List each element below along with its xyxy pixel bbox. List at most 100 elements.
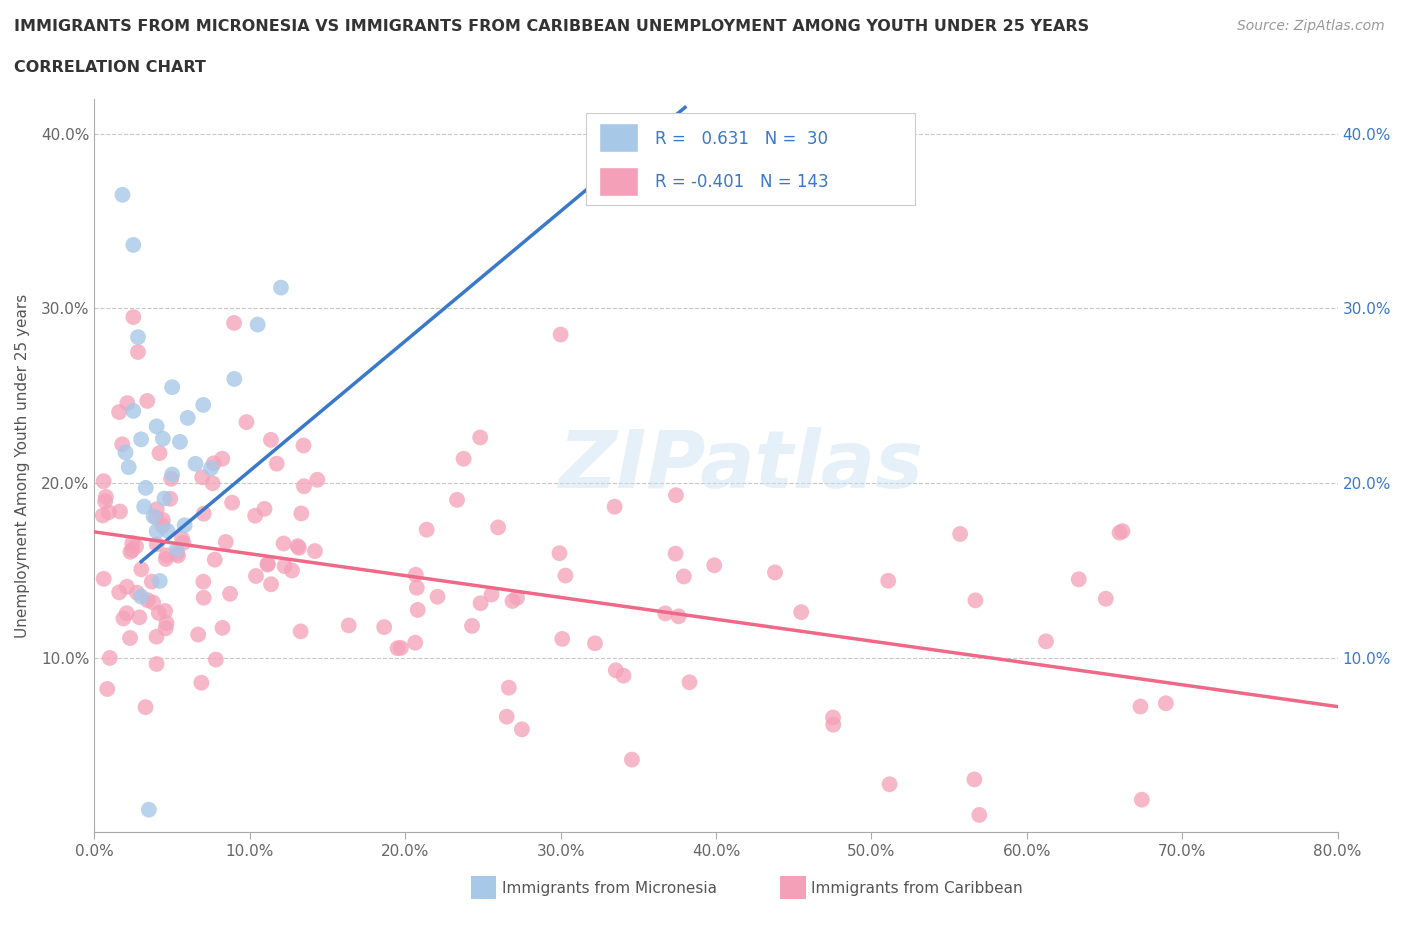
Point <box>603 499 626 514</box>
Point <box>501 593 523 608</box>
Point <box>949 526 972 541</box>
Point <box>108 504 131 519</box>
Point <box>665 487 688 502</box>
Point <box>93 571 115 586</box>
Point <box>461 618 484 633</box>
Point <box>222 315 245 330</box>
Point <box>495 710 517 724</box>
Point <box>215 535 238 550</box>
Point <box>703 558 725 573</box>
Point <box>1129 699 1152 714</box>
Point <box>877 573 900 588</box>
Point <box>290 506 312 521</box>
Point <box>1154 696 1177 711</box>
Point <box>160 467 183 482</box>
Point <box>122 404 145 418</box>
Point <box>93 473 115 488</box>
Point <box>453 451 475 466</box>
Point <box>548 546 571 561</box>
Point <box>510 722 533 737</box>
Point <box>152 432 174 446</box>
Point <box>166 542 188 557</box>
Point <box>224 371 246 386</box>
Point <box>142 595 165 610</box>
Point <box>117 395 139 410</box>
Point <box>156 524 179 538</box>
Point <box>405 580 427 595</box>
Point <box>138 803 160 817</box>
Point <box>136 393 159 408</box>
Point <box>373 619 395 634</box>
Point <box>191 470 214 485</box>
Point <box>273 559 295 574</box>
Point <box>129 432 152 446</box>
Point <box>292 479 315 494</box>
Point <box>173 518 195 533</box>
Point <box>270 280 292 295</box>
Point <box>287 538 309 553</box>
Point <box>963 772 986 787</box>
Point <box>245 568 267 583</box>
Point <box>1094 591 1116 606</box>
Point <box>605 663 627 678</box>
Point <box>193 591 215 605</box>
Point <box>256 557 278 572</box>
Point <box>153 604 176 618</box>
Point <box>127 330 149 345</box>
Point <box>115 605 138 620</box>
Point <box>672 569 695 584</box>
Point <box>304 544 326 559</box>
Point <box>1067 572 1090 587</box>
Point <box>134 499 156 514</box>
Point <box>114 445 136 459</box>
Point <box>253 501 276 516</box>
Point <box>118 459 141 474</box>
Point <box>211 451 233 466</box>
Point <box>120 544 142 559</box>
Point <box>145 630 167 644</box>
Point <box>446 492 468 507</box>
Text: Immigrants from Caribbean: Immigrants from Caribbean <box>811 881 1024 896</box>
Point <box>145 657 167 671</box>
Text: ZIPatlas: ZIPatlas <box>558 427 924 505</box>
Point <box>204 552 226 567</box>
Point <box>243 508 266 523</box>
Point <box>583 636 606 651</box>
Point <box>156 548 179 563</box>
Text: IMMIGRANTS FROM MICRONESIA VS IMMIGRANTS FROM CARIBBEAN UNEMPLOYMENT AMONG YOUTH: IMMIGRANTS FROM MICRONESIA VS IMMIGRANTS… <box>14 19 1090 33</box>
Point <box>118 631 141 645</box>
Point <box>111 437 134 452</box>
Point <box>111 187 134 202</box>
Point <box>266 457 288 472</box>
Point <box>763 565 786 579</box>
Text: Immigrants from Micronesia: Immigrants from Micronesia <box>502 881 717 896</box>
Point <box>97 505 120 520</box>
Point <box>551 631 574 646</box>
Point <box>498 680 520 695</box>
Point <box>337 618 360 632</box>
Point <box>193 397 215 412</box>
Point <box>94 494 117 509</box>
Point <box>620 752 643 767</box>
Point <box>678 675 700 690</box>
Point <box>879 777 901 791</box>
Point <box>170 531 193 546</box>
Point <box>292 438 315 453</box>
Point <box>160 472 183 486</box>
Point <box>160 379 183 394</box>
Point <box>387 641 409 656</box>
Point <box>221 496 243 511</box>
Point <box>134 699 156 714</box>
Point <box>290 624 312 639</box>
Point <box>127 344 149 359</box>
Point <box>200 461 222 476</box>
Point <box>256 556 278 571</box>
Point <box>668 609 690 624</box>
Point <box>1130 792 1153 807</box>
Point <box>260 432 283 447</box>
Point <box>121 536 143 551</box>
Point <box>108 405 131 419</box>
Point <box>177 410 200 425</box>
Point <box>172 536 194 551</box>
Point <box>967 807 990 822</box>
